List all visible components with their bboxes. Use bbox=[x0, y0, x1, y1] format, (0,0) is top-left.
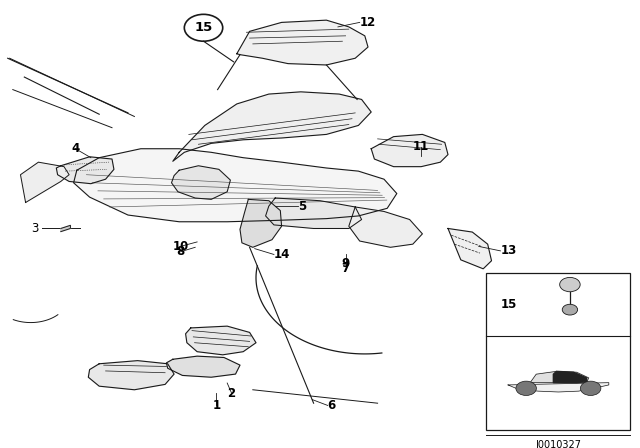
Text: 6: 6 bbox=[328, 399, 336, 412]
Polygon shape bbox=[20, 162, 69, 202]
Text: 7: 7 bbox=[342, 262, 349, 276]
Text: 3: 3 bbox=[31, 222, 38, 235]
Polygon shape bbox=[349, 207, 422, 247]
Circle shape bbox=[580, 381, 601, 396]
Text: 9: 9 bbox=[342, 257, 349, 270]
Text: 14: 14 bbox=[274, 248, 291, 261]
Text: 11: 11 bbox=[413, 140, 429, 154]
Text: 4: 4 bbox=[72, 142, 79, 155]
Polygon shape bbox=[508, 383, 609, 392]
Text: 12: 12 bbox=[360, 16, 376, 29]
Polygon shape bbox=[266, 198, 362, 228]
Text: 5: 5 bbox=[298, 199, 306, 213]
Polygon shape bbox=[56, 157, 114, 184]
Polygon shape bbox=[74, 149, 397, 222]
Text: 15: 15 bbox=[195, 21, 212, 34]
Text: 15: 15 bbox=[500, 298, 517, 311]
Text: 10: 10 bbox=[172, 240, 189, 253]
Polygon shape bbox=[186, 326, 256, 355]
Polygon shape bbox=[554, 371, 587, 383]
Bar bbox=[486, 273, 630, 430]
Circle shape bbox=[563, 304, 578, 315]
Polygon shape bbox=[371, 134, 448, 167]
Circle shape bbox=[560, 277, 580, 292]
Polygon shape bbox=[172, 166, 230, 199]
Polygon shape bbox=[240, 199, 282, 247]
Polygon shape bbox=[88, 361, 174, 390]
Text: 8: 8 bbox=[177, 245, 184, 258]
Circle shape bbox=[516, 381, 536, 396]
Polygon shape bbox=[530, 371, 589, 383]
Polygon shape bbox=[173, 92, 371, 161]
Polygon shape bbox=[448, 228, 492, 269]
Polygon shape bbox=[61, 225, 70, 232]
Polygon shape bbox=[237, 20, 368, 65]
Text: 13: 13 bbox=[500, 244, 516, 258]
Polygon shape bbox=[166, 356, 240, 377]
Text: 2: 2 bbox=[228, 387, 236, 400]
Text: 1: 1 bbox=[212, 399, 220, 412]
Text: J0010327: J0010327 bbox=[536, 440, 581, 448]
